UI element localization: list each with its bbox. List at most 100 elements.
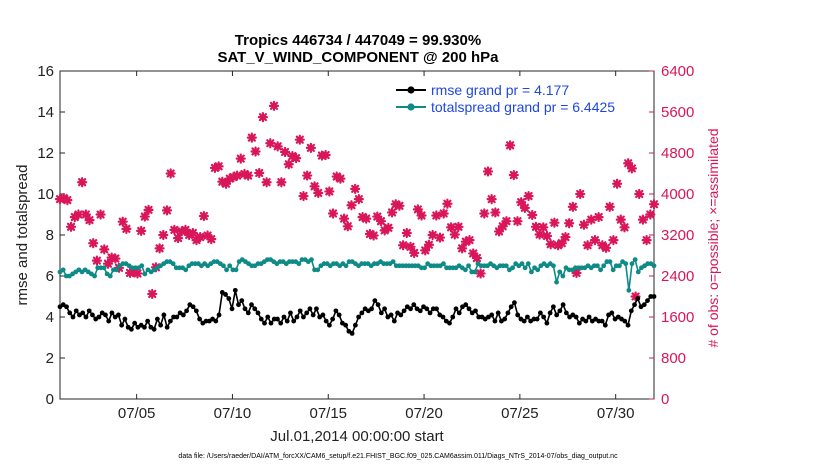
obs-marker: [213, 161, 224, 172]
rmse-point: [116, 312, 121, 318]
obs-marker: [423, 239, 435, 250]
obs-marker: [368, 230, 379, 241]
spread-point: [114, 267, 119, 273]
y2-axis-label: # of obs: o=possible; ×=assimilated: [705, 128, 721, 347]
obs-marker: [505, 140, 516, 151]
obs-marker: [490, 207, 501, 218]
rmse-point: [83, 314, 89, 320]
obs-marker: [615, 214, 626, 225]
rmse-point: [197, 316, 202, 322]
spread-point: [635, 269, 641, 275]
spread-point: [92, 273, 97, 279]
y2-tick-label: 800: [661, 350, 686, 367]
obs-marker: [291, 153, 302, 164]
obs-marker: [302, 170, 313, 181]
rmse-point: [190, 304, 196, 310]
obs-marker: [257, 112, 269, 123]
obs-marker: [283, 159, 294, 170]
rmse-point: [167, 318, 173, 324]
obs-marker: [84, 215, 95, 226]
obs-marker: [486, 194, 497, 205]
obs-marker: [497, 221, 508, 232]
rmse-point: [492, 318, 498, 324]
rmse-point: [560, 302, 566, 308]
rmse-point: [622, 318, 628, 324]
obs-marker: [648, 199, 660, 210]
rmse-point: [145, 318, 151, 324]
obs-marker: [575, 188, 586, 200]
obs-marker: [538, 222, 549, 233]
spread-point: [554, 279, 559, 285]
rmse-point: [154, 316, 160, 322]
obs-series: [54, 100, 660, 302]
obs-marker: [604, 201, 615, 212]
obs-marker: [220, 178, 232, 189]
rmse-point: [284, 318, 290, 324]
obs-marker: [243, 170, 254, 181]
obs-marker: [401, 227, 412, 239]
spread-point: [610, 267, 616, 273]
y2-tick-label: 1600: [661, 309, 694, 326]
spread-point: [142, 271, 148, 277]
obs-marker: [493, 226, 505, 237]
rmse-point: [255, 310, 261, 316]
obs-marker: [88, 238, 99, 249]
obs-marker: [279, 146, 291, 158]
rmse-point: [447, 320, 452, 326]
rmse-point: [67, 310, 73, 316]
rmse-point: [541, 314, 547, 320]
x-axis-label: Jul.01,2014 00:00:00 start: [270, 428, 444, 445]
legend: rmse grand pr = 4.177 totalspread grand …: [396, 82, 615, 115]
spread-point: [522, 265, 528, 271]
obs-marker: [357, 211, 368, 223]
spread-point: [595, 263, 600, 269]
obs-marker: [350, 183, 361, 194]
obs-marker: [457, 243, 468, 254]
y-axis-label: rmse and totalspread: [14, 165, 31, 306]
rmse-point: [320, 312, 326, 318]
rmse-point: [372, 298, 378, 303]
obs-marker: [527, 209, 538, 221]
rmse-point: [132, 320, 138, 326]
rmse-point: [525, 314, 530, 320]
obs-marker: [335, 173, 346, 184]
spread-point: [233, 267, 239, 273]
y-tick-label: 4: [46, 309, 54, 326]
rmse-point: [73, 308, 79, 314]
obs-marker: [460, 236, 471, 247]
obs-marker: [298, 190, 309, 202]
rmse-point: [645, 298, 650, 303]
rmse-point: [151, 326, 157, 332]
rmse-point: [635, 296, 641, 301]
rmse-point: [278, 320, 284, 326]
obs-marker: [412, 204, 423, 215]
rmse-point: [398, 312, 404, 318]
obs-marker: [80, 209, 91, 220]
y-tick-label: 10: [37, 186, 54, 203]
x-tick-label: 07/25: [501, 405, 539, 422]
obs-marker: [102, 258, 114, 269]
rmse-point: [456, 310, 462, 316]
obs-marker: [445, 222, 457, 233]
rmse-point: [411, 302, 417, 308]
rmse-point: [161, 312, 167, 318]
spread-point: [551, 263, 556, 269]
rmse-point: [141, 324, 147, 330]
rmse-point: [632, 302, 637, 308]
rmse-point: [86, 308, 92, 314]
rmse-point: [505, 310, 511, 316]
rmse-point: [119, 322, 125, 328]
rmse-point: [223, 292, 228, 297]
spread-point: [472, 269, 478, 275]
obs-marker: [246, 132, 257, 143]
rmse-point: [537, 310, 543, 316]
obs-marker: [154, 243, 165, 254]
obs-marker: [549, 217, 560, 228]
rmse-point: [602, 322, 608, 328]
rmse-point: [576, 320, 582, 326]
rmse-point: [174, 314, 180, 320]
rmse-point: [109, 310, 115, 316]
spread-point: [441, 261, 446, 267]
rmse-point: [229, 306, 235, 312]
rmse-point: [103, 312, 108, 318]
